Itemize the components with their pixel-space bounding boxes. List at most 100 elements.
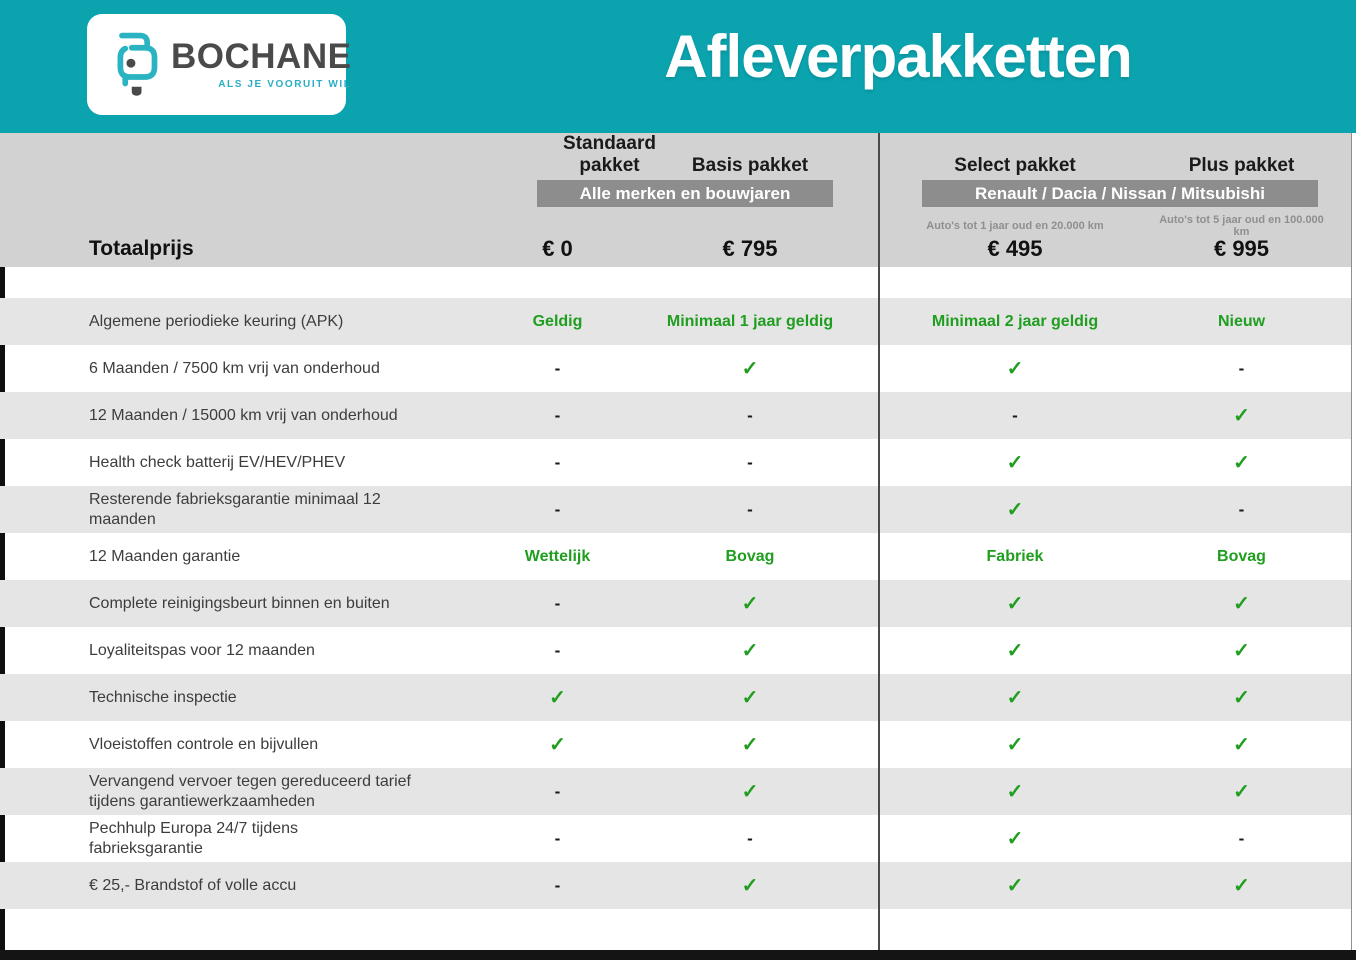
brands-badge-all-brands: Alle merken en bouwjaren [537, 180, 833, 207]
feature-value-select: Fabriek [880, 533, 1150, 580]
feature-label: Resterende fabrieksgarantie minimaal 12 … [89, 490, 381, 528]
feature-value-plus: ✓ [1150, 580, 1351, 627]
feature-value-text: Nieuw [1217, 312, 1266, 330]
dash-icon: - [554, 875, 561, 895]
feature-value-standaard: - [455, 627, 660, 674]
feature-row: Algemene periodieke keuring (APK) Geldig M… [0, 298, 1351, 345]
feature-value-standaard: - [455, 345, 660, 392]
check-icon: ✓ [549, 734, 566, 756]
dash-icon: - [554, 593, 561, 613]
check-icon: ✓ [741, 781, 759, 803]
feature-value-text: Geldig [532, 312, 583, 330]
dash-icon: - [1238, 358, 1245, 378]
feature-value-basis: ✓ [660, 862, 880, 909]
feature-row: 12 Maanden / 15000 km vrij van onderhoud… [0, 392, 1351, 439]
feature-value-basis: ✓ [660, 627, 880, 674]
feature-label: Vervangend vervoer tegen gereduceerd tar… [89, 772, 411, 810]
dash-icon: - [554, 452, 561, 472]
feature-value-text: Bovag [725, 547, 775, 565]
check-icon: ✓ [1006, 499, 1024, 521]
package-names-row: Standaard pakket Basis pakket Select pak… [0, 133, 1351, 177]
feature-value-plus: ✓ [1150, 862, 1351, 909]
feature-value-standaard: - [455, 439, 660, 486]
check-icon: ✓ [1233, 593, 1250, 615]
feature-value-plus: ✓ [1150, 768, 1351, 815]
prices-row: Totaalprijs € 0 € 795 € 495 € 995 [0, 231, 1351, 267]
feature-value-select: Minimaal 2 jaar geldig [880, 298, 1150, 345]
check-icon: ✓ [1233, 734, 1250, 756]
package-names-spacer [0, 133, 455, 179]
check-icon: ✓ [1233, 405, 1250, 427]
feature-value-standaard: - [455, 580, 660, 627]
check-icon: ✓ [1233, 452, 1250, 474]
feature-value-select: ✓ [880, 768, 1150, 815]
feature-row: € 25,- Brandstof of volle accu - ✓ ✓ ✓ [0, 862, 1351, 909]
bottom-black-bar [0, 950, 1356, 960]
check-icon: ✓ [1006, 358, 1024, 380]
feature-row: Technische inspectie ✓ ✓ ✓ ✓ [0, 674, 1351, 721]
feature-value-select: ✓ [880, 674, 1150, 721]
column-header-select: Select pakket [954, 155, 1076, 176]
check-icon: ✓ [1006, 593, 1024, 615]
feature-row: Vervangend vervoer tegen gereduceerd tar… [0, 768, 1351, 815]
feature-value-text: Minimaal 2 jaar geldig [931, 312, 1099, 330]
dash-icon: - [747, 405, 753, 425]
feature-value-basis: ✓ [660, 580, 880, 627]
check-icon: ✓ [741, 687, 759, 709]
header-gap-row [0, 267, 1351, 298]
feature-value-basis: ✓ [660, 721, 880, 768]
feature-row: Vloeistoffen controle en bijvullen ✓ ✓ ✓ ✓ [0, 721, 1351, 768]
dash-icon: - [747, 499, 753, 519]
dash-icon: - [554, 358, 561, 378]
feature-value-basis: - [660, 392, 880, 439]
feature-value-basis: - [660, 815, 880, 862]
column-header-plus: Plus pakket [1188, 155, 1295, 176]
feature-value-standaard: - [455, 768, 660, 815]
check-icon: ✓ [1006, 828, 1024, 850]
feature-label: Loyaliteitspas voor 12 maanden [89, 641, 315, 659]
logo-brand-name: BOCHANE [171, 37, 352, 76]
feature-value-plus: ✓ [1150, 721, 1351, 768]
feature-value-plus: Nieuw [1150, 298, 1351, 345]
feature-row: Loyaliteitspas voor 12 maanden - ✓ ✓ ✓ [0, 627, 1351, 674]
feature-value-basis: ✓ [660, 345, 880, 392]
feature-value-select: ✓ [880, 580, 1150, 627]
check-icon: ✓ [741, 358, 759, 380]
check-icon: ✓ [741, 640, 759, 662]
feature-label: 6 Maanden / 7500 km vrij van onderhoud [89, 359, 380, 377]
feature-label: Health check batterij EV/HEV/PHEV [89, 453, 346, 471]
feature-label: 12 Maanden garantie [89, 547, 241, 565]
feature-label: Pechhulp Europa 24/7 tijdens fabrieksgar… [89, 819, 299, 857]
dash-icon: - [747, 828, 753, 848]
feature-value-standaard: Wettelijk [455, 533, 660, 580]
check-icon: ✓ [1006, 640, 1024, 662]
check-icon: ✓ [1006, 734, 1024, 756]
features-section: Algemene periodieke keuring (APK) Geldig M… [0, 267, 1351, 951]
feature-value-standaard: ✓ [455, 721, 660, 768]
feature-value-basis: Minimaal 1 jaar geldig [660, 298, 880, 345]
feature-value-select: ✓ [880, 439, 1150, 486]
dash-icon: - [554, 405, 561, 425]
column-header-standaard: Standaard pakket [563, 133, 656, 176]
pane-divider-line [878, 133, 880, 950]
logo-text-block: BOCHANE ALS JE VOORUIT WIL [171, 39, 351, 90]
feature-label: Technische inspectie [89, 688, 237, 706]
feature-value-plus: ✓ [1150, 392, 1351, 439]
bochane-logo: BOCHANE ALS JE VOORUIT WIL [87, 14, 351, 115]
feature-label: 12 Maanden / 15000 km vrij van onderhoud [89, 406, 398, 424]
feature-value-standaard: - [455, 392, 660, 439]
check-icon: ✓ [1006, 781, 1024, 803]
check-icon: ✓ [1233, 640, 1250, 662]
dash-icon: - [1012, 405, 1018, 425]
price-standaard: € 0 [542, 236, 573, 261]
feature-row: Health check batterij EV/HEV/PHEV - - ✓ ✓ [0, 439, 1351, 486]
feature-row: 12 Maanden garantie Wettelijk Bovag Fabriek… [0, 533, 1351, 580]
check-icon: ✓ [1006, 875, 1024, 897]
page-title: Afleverpakketten [664, 23, 1133, 90]
check-icon: ✓ [741, 593, 759, 615]
feature-value-text: Bovag [1217, 547, 1266, 565]
check-icon: ✓ [1233, 781, 1250, 803]
feature-value-select: ✓ [880, 815, 1150, 862]
feature-value-standaard: ✓ [455, 674, 660, 721]
